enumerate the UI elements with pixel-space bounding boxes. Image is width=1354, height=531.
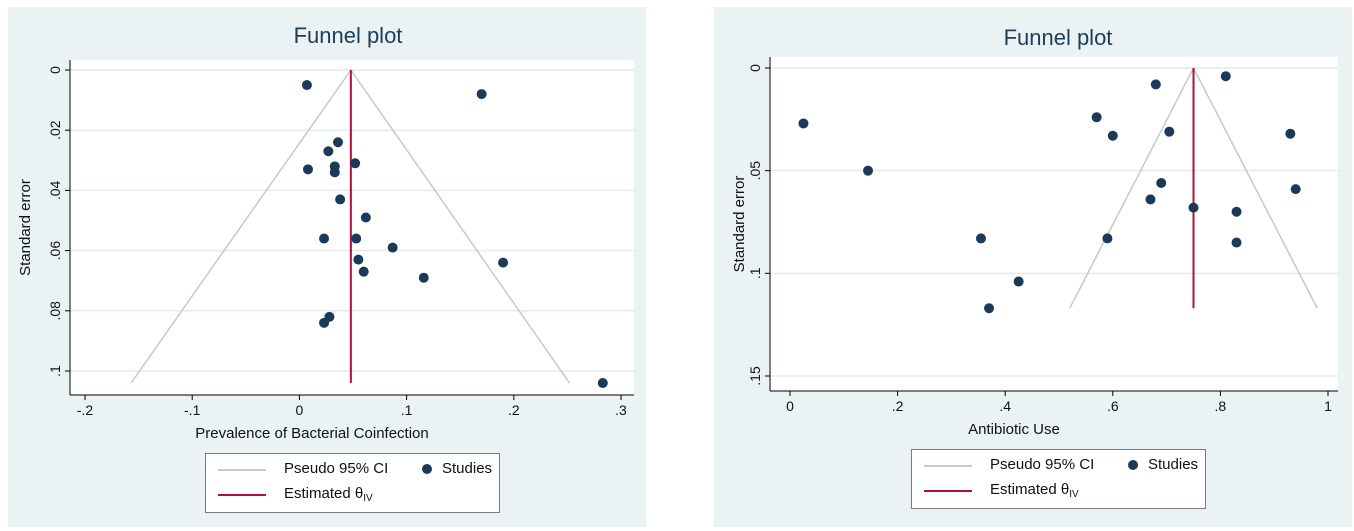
legend-left: Pseudo 95% CI Studies Estimated θIV: [205, 453, 500, 513]
x-tick-label: 1: [1324, 398, 1332, 414]
legend-studies-label: Studies: [442, 460, 493, 477]
legend-ci-label: Pseudo 95% CI: [284, 460, 389, 477]
funnel-plot-left: 0 .02 .04 .06 .08 .1 -.2 -.1 0 .1 .2 .3 Funnel plot P…: [8, 7, 646, 527]
study-point: [1231, 206, 1242, 217]
study-point: [358, 266, 369, 277]
chart-title: Funnel plot: [1004, 25, 1113, 50]
study-point: [1156, 177, 1167, 188]
study-point: [1188, 202, 1199, 213]
study-point: [863, 165, 874, 176]
estimate-legend-line-icon: [924, 490, 972, 492]
study-point: [597, 378, 608, 389]
study-point: [1220, 71, 1231, 82]
study-point: [302, 164, 313, 175]
study-point: [1107, 130, 1118, 141]
study-point: [319, 317, 330, 328]
chart-title: Funnel plot: [294, 23, 403, 48]
x-tick-label: -.2: [77, 402, 94, 418]
x-tick-label: 0: [296, 402, 304, 418]
x-tick-label: .8: [1215, 398, 1227, 414]
x-tick-label: .4: [999, 398, 1011, 414]
legend-studies-label: Studies: [1148, 456, 1199, 473]
x-tick-label: -.1: [184, 402, 201, 418]
study-point: [1091, 112, 1102, 123]
estimate-legend-line-icon: [218, 494, 266, 496]
study-point: [387, 242, 398, 253]
ci-left-line: [1069, 67, 1195, 309]
x-tick-label: .6: [1107, 398, 1119, 414]
study-point: [1231, 237, 1242, 248]
x-tick-label: .3: [615, 402, 627, 418]
study-point: [351, 233, 362, 244]
study-point: [1164, 126, 1175, 137]
plot-area: [70, 60, 634, 395]
x-axis-label: Antibiotic Use: [968, 421, 1060, 438]
x-axis-label: Prevalence of Bacterial Coinfection: [195, 425, 428, 442]
study-point: [984, 303, 995, 314]
funnel-plot-right: 0 .05 .1 .15 0 .2 .4 .6 .8 1 Funnel plot Antibiotic…: [714, 7, 1352, 527]
study-point: [418, 272, 429, 283]
x-tick-label: .2: [892, 398, 904, 414]
y-tick-label: .06: [47, 241, 63, 261]
funnel-plot-right-svg: 0 .05 .1 .15 0 .2 .4 .6 .8 1 Funnel plot Antibiotic…: [731, 25, 1338, 438]
study-point: [1285, 128, 1296, 139]
legend-right: Pseudo 95% CI Studies Estimated θIV: [911, 449, 1206, 509]
study-point: [301, 80, 312, 91]
ci-legend-line-icon: [924, 465, 972, 467]
x-tick-label: .2: [508, 402, 520, 418]
study-point: [350, 158, 361, 169]
study-point: [335, 194, 346, 205]
ci-right-line: [350, 69, 571, 384]
study-point: [1145, 194, 1156, 205]
y-tick-label: 0: [747, 64, 763, 72]
study-point: [319, 233, 330, 244]
ci-left-line: [130, 69, 352, 384]
y-tick-label: .04: [47, 180, 63, 200]
study-point: [1013, 276, 1024, 287]
y-tick-label: .15: [747, 366, 763, 386]
plot-area: [770, 57, 1338, 391]
study-point: [332, 137, 343, 148]
study-point: [476, 89, 487, 100]
y-tick-label: .1: [47, 365, 63, 377]
legend-ci-label: Pseudo 95% CI: [990, 456, 1095, 473]
study-point: [1102, 233, 1113, 244]
studies-legend-dot-icon: [1128, 460, 1138, 470]
y-tick-label: .02: [47, 120, 63, 140]
legend-estimate-label: Estimated θIV: [990, 481, 1079, 500]
funnel-plot-left-svg: 0 .02 .04 .06 .08 .1 -.2 -.1 0 .1 .2 .3 Funnel plot P…: [17, 23, 634, 442]
y-axis-label: Standard error: [17, 179, 34, 276]
study-point: [323, 146, 334, 157]
ci-right-line: [1192, 67, 1318, 309]
legend-estimate-label: Estimated θIV: [284, 485, 373, 504]
y-tick-label: 0: [47, 66, 63, 74]
study-point: [360, 212, 371, 223]
x-tick-label: .1: [401, 402, 413, 418]
study-point: [498, 257, 509, 268]
study-point: [353, 254, 364, 265]
study-point: [975, 233, 986, 244]
ci-legend-line-icon: [218, 469, 266, 471]
y-tick-label: .1: [747, 267, 763, 279]
study-point: [1290, 184, 1301, 195]
study-point: [798, 118, 809, 129]
study-point: [329, 167, 340, 178]
study-point: [1150, 79, 1161, 90]
y-axis-label: Standard error: [731, 176, 748, 273]
studies-legend-dot-icon: [422, 464, 432, 474]
y-tick-label: .08: [47, 301, 63, 321]
y-tick-label: .05: [747, 161, 763, 181]
x-tick-label: 0: [786, 398, 794, 414]
